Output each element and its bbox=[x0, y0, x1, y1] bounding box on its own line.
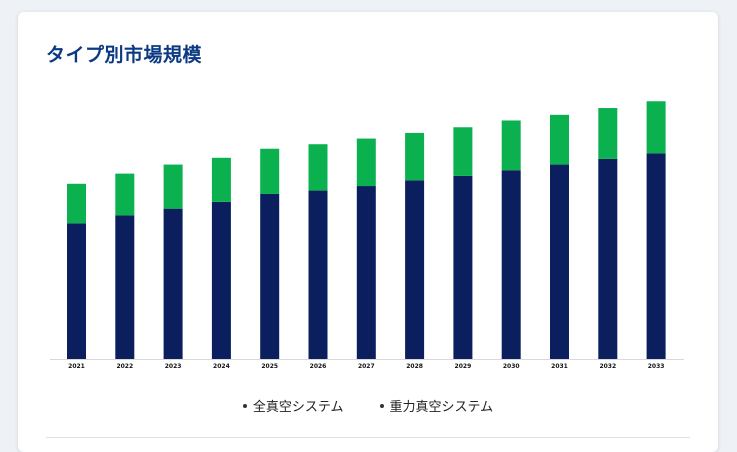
x-tick-label: 2031 bbox=[551, 363, 568, 370]
x-tick-label: 2022 bbox=[116, 363, 133, 370]
x-tick-label: 2024 bbox=[213, 363, 230, 370]
bar-2029-series-0[interactable] bbox=[453, 175, 473, 359]
bar-2027-series-0[interactable] bbox=[356, 186, 376, 359]
bar-2032-series-0[interactable] bbox=[598, 158, 618, 359]
bar-2025-series-1[interactable] bbox=[260, 148, 280, 194]
bar-2023-series-1[interactable] bbox=[163, 164, 183, 209]
bar-2028-series-1[interactable] bbox=[405, 132, 425, 181]
x-tick-label: 2025 bbox=[261, 363, 278, 370]
bar-2028-series-0[interactable] bbox=[405, 180, 425, 359]
bar-2031-series-0[interactable] bbox=[550, 164, 569, 359]
bar-2030-series-1[interactable] bbox=[501, 120, 521, 171]
chart-card: タイプ別市場規模 2021 2022 2023 2024 2025 2026 2027 202… bbox=[18, 12, 718, 452]
bar-2021-series-1[interactable] bbox=[67, 183, 86, 224]
bar-2030-series-0[interactable] bbox=[501, 170, 521, 359]
chart-title: タイプ別市場規模 bbox=[46, 44, 203, 66]
x-tick-label: 2023 bbox=[165, 363, 182, 370]
bar-2024-series-0[interactable] bbox=[211, 201, 231, 359]
legend-bullet-icon bbox=[379, 403, 384, 408]
x-tick-label: 2028 bbox=[406, 363, 423, 370]
bar-chart: 2021 2022 2023 2024 2025 2026 2027 2028 2029 2030… bbox=[50, 101, 684, 370]
divider bbox=[46, 437, 690, 438]
bar-2033-series-1[interactable] bbox=[646, 101, 666, 154]
x-tick-label: 2029 bbox=[455, 363, 472, 370]
x-tick-label: 2021 bbox=[68, 363, 85, 370]
x-tick-label: 2032 bbox=[599, 363, 616, 370]
bar-2026-series-0[interactable] bbox=[308, 190, 328, 359]
bar-2022-series-1[interactable] bbox=[115, 173, 135, 216]
legend-label: 重力真空システム bbox=[389, 400, 494, 415]
bar-2032-series-1[interactable] bbox=[598, 108, 618, 159]
x-tick-label: 2030 bbox=[503, 363, 520, 370]
legend-bullet-icon bbox=[242, 403, 247, 408]
bar-2031-series-1[interactable] bbox=[550, 114, 569, 165]
bar-2033-series-0[interactable] bbox=[646, 153, 666, 359]
bar-2029-series-1[interactable] bbox=[453, 127, 473, 176]
x-tick-label: 2026 bbox=[310, 363, 327, 370]
bar-2021-series-0[interactable] bbox=[67, 223, 86, 359]
x-tick-label: 2033 bbox=[648, 363, 665, 370]
chart-legend: 全真空システム 重力真空システム bbox=[18, 396, 718, 415]
bar-2024-series-1[interactable] bbox=[211, 157, 231, 202]
x-tick-label: 2027 bbox=[358, 363, 375, 370]
bar-2022-series-0[interactable] bbox=[115, 215, 135, 359]
bar-2027-series-1[interactable] bbox=[356, 138, 376, 187]
legend-item-full-vacuum[interactable]: 全真空システム bbox=[242, 396, 344, 415]
legend-item-gravity-vacuum[interactable]: 重力真空システム bbox=[379, 396, 494, 415]
legend-label: 全真空システム bbox=[252, 400, 344, 415]
bar-2023-series-0[interactable] bbox=[163, 208, 183, 359]
bar-2025-series-0[interactable] bbox=[260, 193, 280, 359]
bar-2026-series-1[interactable] bbox=[308, 144, 328, 191]
